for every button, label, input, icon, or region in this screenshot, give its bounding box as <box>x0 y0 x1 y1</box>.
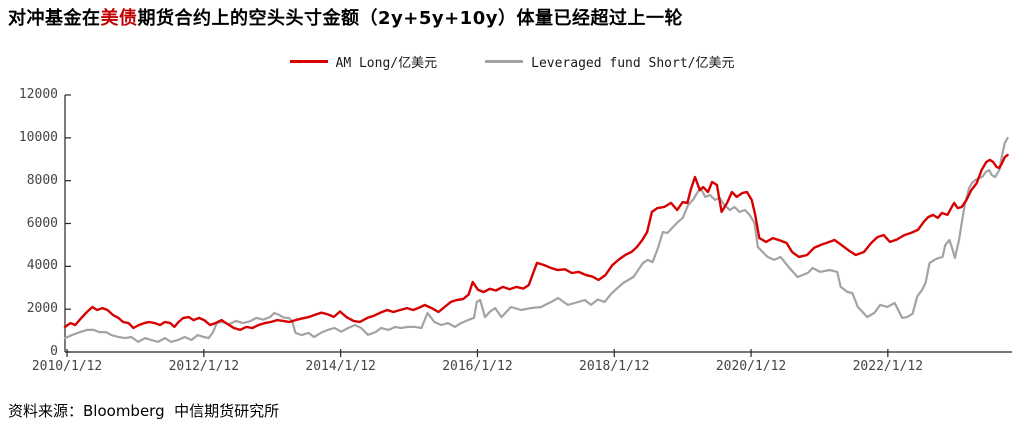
legend-line-swatch-gray <box>485 60 524 63</box>
y-tick-label: 2000 <box>26 301 58 317</box>
leveraged-fund-short-line <box>63 136 1009 343</box>
y-tick-label: 6000 <box>26 215 58 231</box>
x-tick-label: 2012/1/12 <box>168 359 240 374</box>
y-tick-label: 0 <box>50 344 58 359</box>
legend-label: AM Long/亿美元 <box>335 56 438 71</box>
y-tick-label: 12000 <box>18 87 58 102</box>
x-tick-label: 2010/1/12 <box>31 359 103 374</box>
y-tick-label: 8000 <box>26 172 58 188</box>
chart-title-part2: 期货合约上的空头头寸金额（2y+5y+10y）体量已经超过上一轮 <box>137 8 683 29</box>
legend-label: Leveraged fund Short/亿美元 <box>531 56 735 71</box>
legend-item-leveraged-fund-short: Leveraged fund Short/亿美元 <box>485 52 735 71</box>
chart-title: 对冲基金在美债期货合约上的空头头寸金额（2y+5y+10y）体量已经超过上一轮 <box>8 4 683 30</box>
x-tick-label: 2014/1/12 <box>305 359 376 374</box>
x-tick-label: 2020/1/12 <box>715 359 787 374</box>
x-tick-label: 2018/1/12 <box>579 359 650 374</box>
am-long-line <box>63 153 1009 332</box>
chart-title-part1: 对冲基金在 <box>8 8 101 29</box>
legend-item-am-long: AM Long/亿美元 <box>289 52 438 71</box>
chart-title-highlight: 美债 <box>100 8 138 29</box>
legend-line-swatch-red <box>289 60 328 63</box>
legend: AM Long/亿美元 Leveraged fund Short/亿美元 <box>0 52 1024 71</box>
y-tick-label: 10000 <box>18 129 58 145</box>
source-note: 资料来源：Bloomberg 中信期货研究所 <box>8 402 280 420</box>
y-tick-label: 4000 <box>26 258 58 274</box>
x-tick-label: 2022/1/12 <box>852 359 924 374</box>
x-tick-label: 2016/1/12 <box>442 359 513 374</box>
